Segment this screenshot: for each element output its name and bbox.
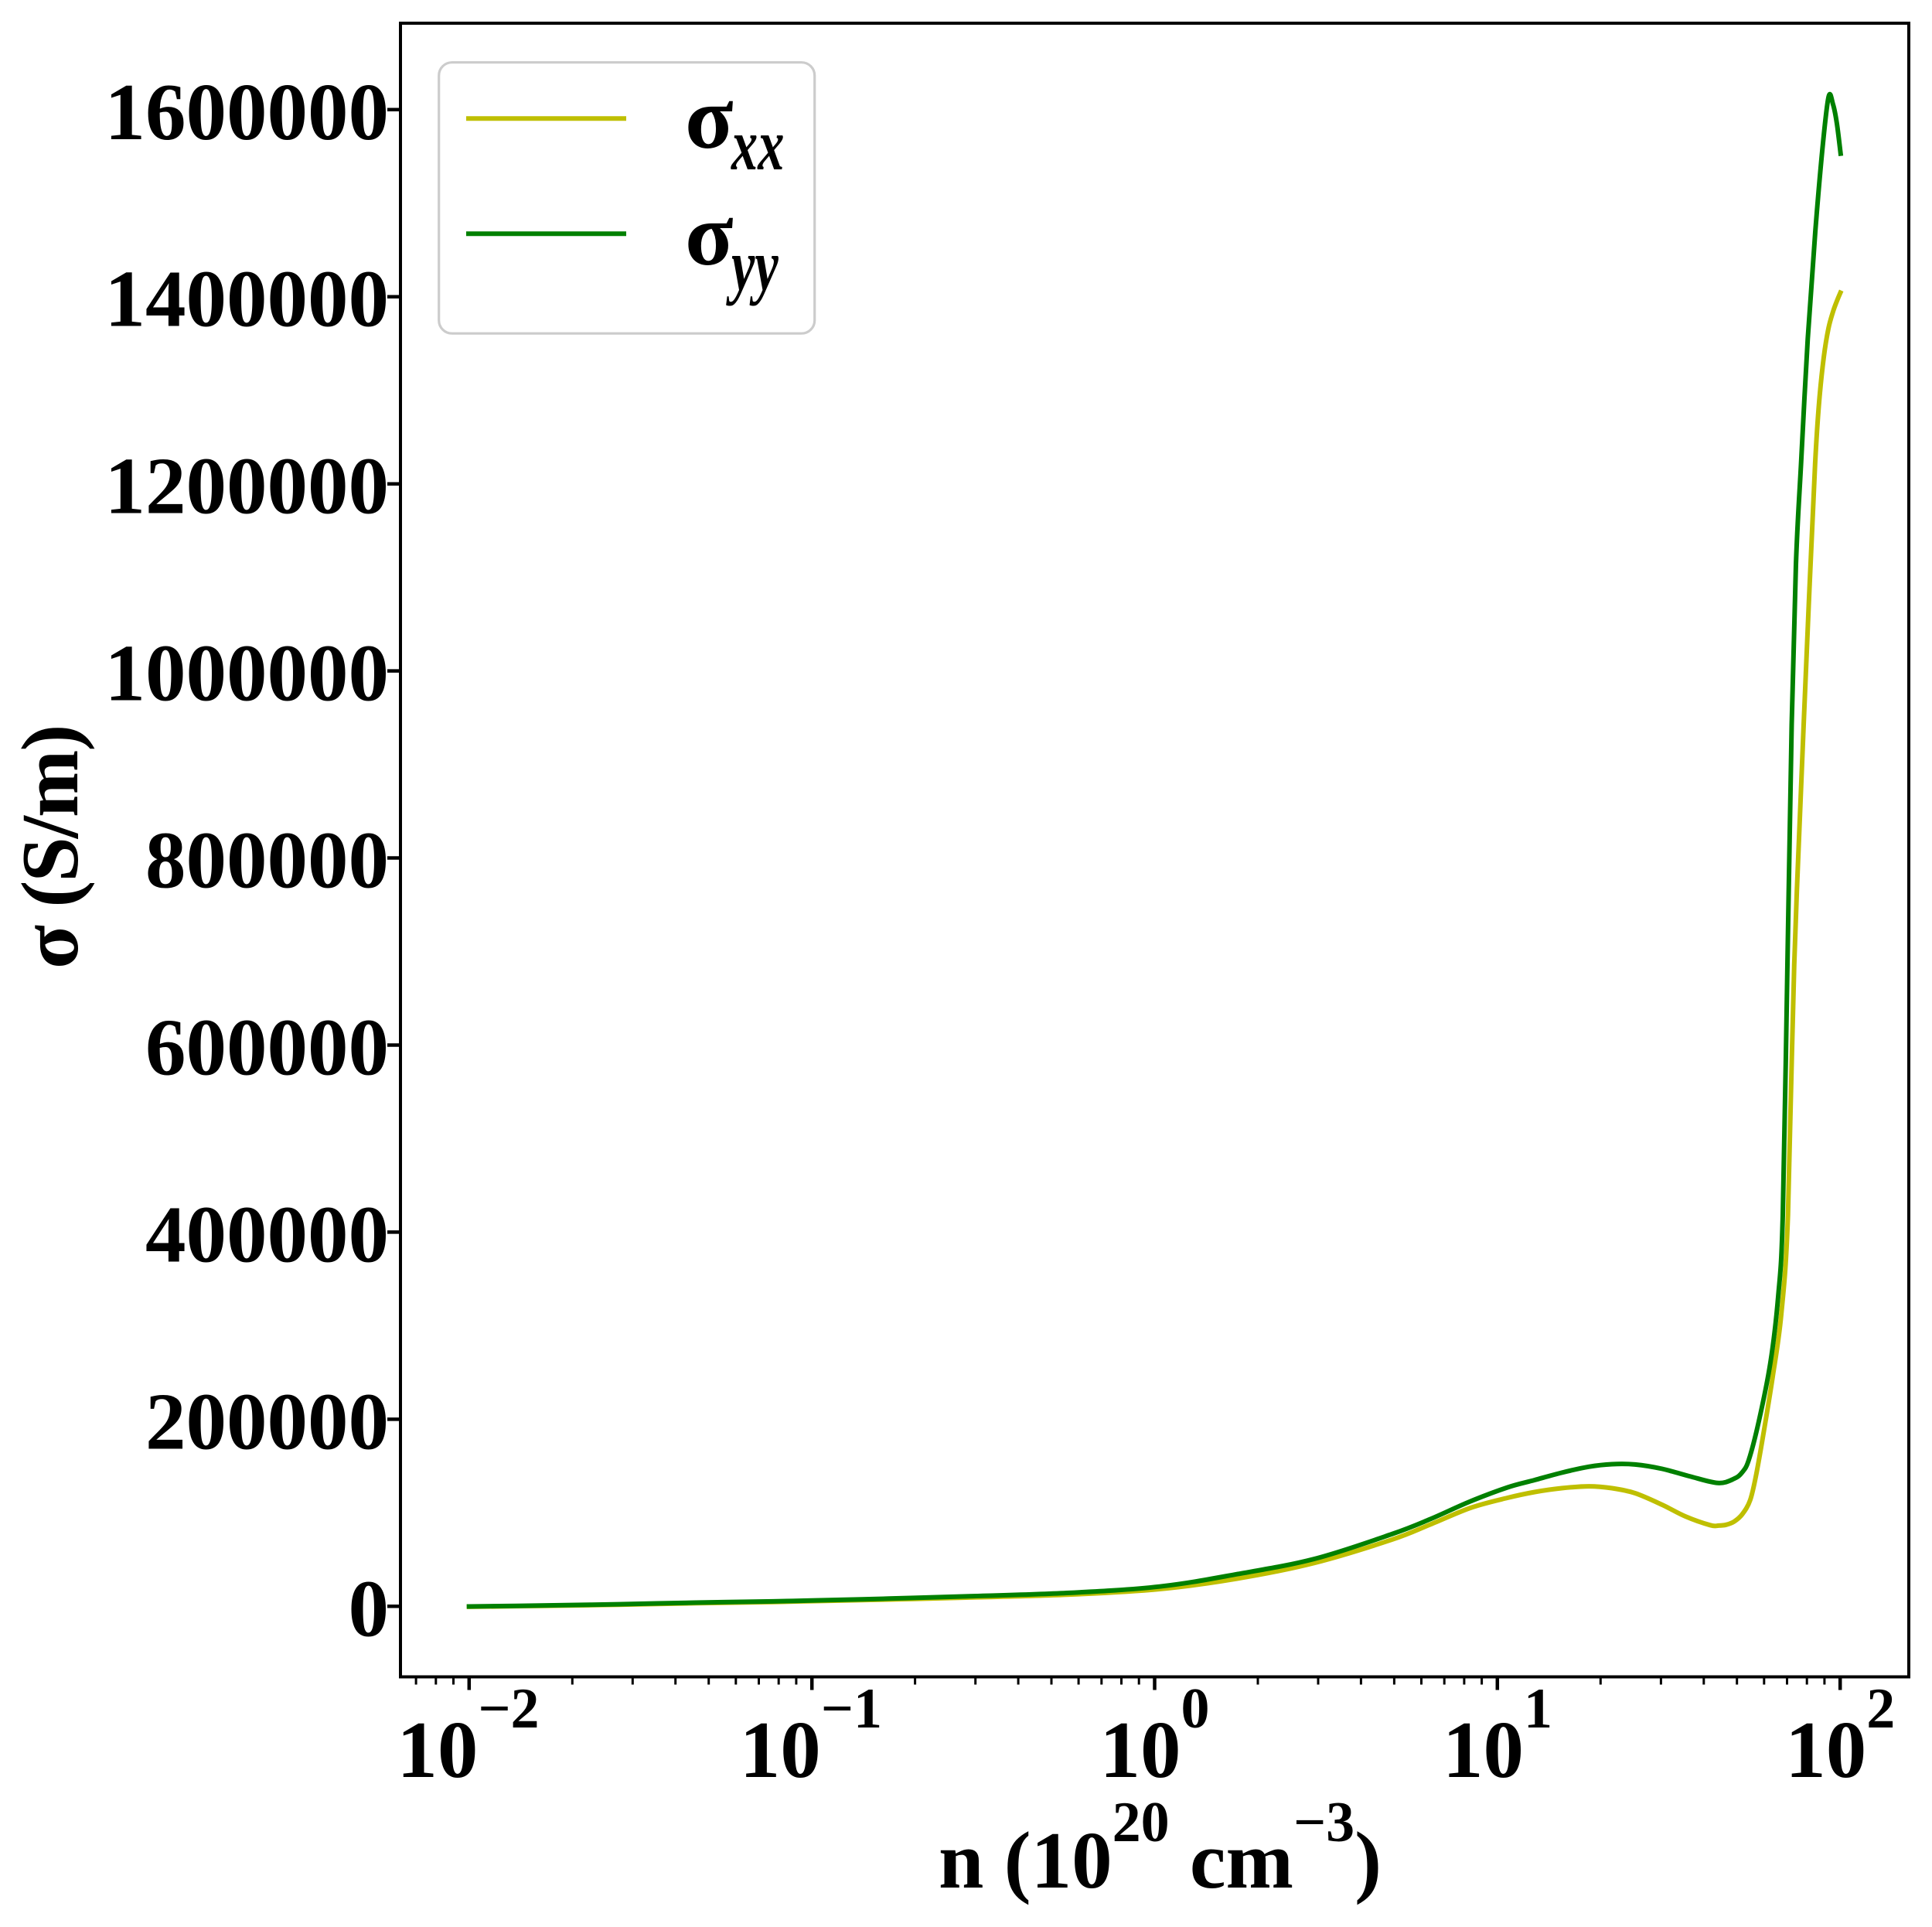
svg-text:σ (S/m): σ (S/m) [5, 726, 95, 969]
svg-text:xx: xx [730, 104, 784, 186]
svg-text:1200000: 1200000 [105, 441, 390, 531]
svg-text:0: 0 [349, 1563, 390, 1653]
svg-text:σ: σ [685, 186, 734, 284]
svg-text:yy: yy [726, 224, 779, 306]
svg-text:1600000: 1600000 [105, 67, 390, 157]
svg-text:800000: 800000 [145, 815, 389, 906]
svg-text:600000: 600000 [145, 1002, 389, 1093]
svg-text:200000: 200000 [145, 1376, 389, 1466]
svg-text:1400000: 1400000 [105, 254, 390, 344]
svg-text:400000: 400000 [145, 1189, 389, 1279]
svg-text:σ: σ [685, 69, 734, 167]
svg-text:1000000: 1000000 [105, 628, 390, 718]
